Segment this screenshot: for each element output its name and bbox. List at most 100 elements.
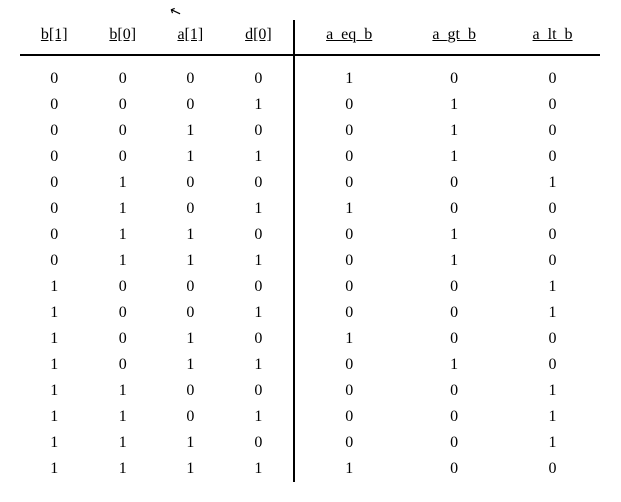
cell-output: 0 (403, 404, 505, 430)
col-header: a[1] (157, 20, 224, 55)
cell-output: 0 (403, 170, 505, 196)
cell-input: 1 (20, 274, 88, 300)
cell-output: 0 (505, 144, 600, 170)
cell-input: 1 (224, 144, 294, 170)
cell-output: 1 (294, 55, 403, 92)
cell-output: 0 (294, 222, 403, 248)
cell-output: 1 (294, 456, 403, 482)
cell-output: 1 (294, 326, 403, 352)
table-row: 0111010 (20, 248, 600, 274)
cell-output: 1 (403, 248, 505, 274)
cell-input: 1 (157, 222, 224, 248)
cell-input: 0 (88, 92, 156, 118)
col-header: a_eq_b (294, 20, 403, 55)
cell-input: 1 (88, 196, 156, 222)
cell-input: 1 (157, 144, 224, 170)
cell-output: 0 (294, 404, 403, 430)
cell-input: 1 (157, 248, 224, 274)
cell-output: 0 (505, 92, 600, 118)
cell-output: 1 (505, 378, 600, 404)
cell-input: 1 (157, 430, 224, 456)
cell-output: 0 (403, 300, 505, 326)
table-row: 0010010 (20, 118, 600, 144)
cell-output: 1 (403, 352, 505, 378)
cell-input: 0 (20, 144, 88, 170)
table-row: 0101100 (20, 196, 600, 222)
cell-input: 1 (157, 352, 224, 378)
cell-input: 0 (224, 326, 294, 352)
cell-output: 1 (403, 222, 505, 248)
cell-input: 0 (157, 196, 224, 222)
cell-output: 0 (294, 170, 403, 196)
cell-input: 0 (20, 248, 88, 274)
table-header-row: b[1] b[0] a[1] d[0] a_eq_b a_gt_b a_lt_b (20, 20, 600, 55)
table-row: 1010100 (20, 326, 600, 352)
cell-input: 1 (88, 430, 156, 456)
cell-input: 1 (20, 300, 88, 326)
cell-input: 1 (157, 326, 224, 352)
cell-input: 0 (224, 170, 294, 196)
cell-output: 0 (294, 300, 403, 326)
cell-input: 1 (20, 430, 88, 456)
cell-output: 0 (294, 352, 403, 378)
cell-output: 0 (505, 326, 600, 352)
cell-input: 1 (20, 378, 88, 404)
cell-input: 0 (224, 274, 294, 300)
table-row: 1101001 (20, 404, 600, 430)
cell-input: 0 (20, 118, 88, 144)
table-row: 1111100 (20, 456, 600, 482)
table-row: 1000001 (20, 274, 600, 300)
cell-output: 0 (505, 222, 600, 248)
table-row: 0110010 (20, 222, 600, 248)
cell-input: 1 (157, 118, 224, 144)
cell-output: 0 (403, 274, 505, 300)
cell-output: 0 (294, 118, 403, 144)
col-header: d[0] (224, 20, 294, 55)
cell-input: 0 (224, 118, 294, 144)
cell-output: 0 (403, 430, 505, 456)
cell-input: 1 (224, 456, 294, 482)
cell-output: 0 (403, 378, 505, 404)
cell-input: 1 (20, 456, 88, 482)
cell-input: 1 (88, 170, 156, 196)
cell-input: 0 (20, 196, 88, 222)
table-row: 1110001 (20, 430, 600, 456)
cell-input: 0 (157, 55, 224, 92)
table-row: 0011010 (20, 144, 600, 170)
cell-output: 1 (403, 92, 505, 118)
table-row: 1011010 (20, 352, 600, 378)
cell-output: 1 (505, 300, 600, 326)
cell-input: 1 (224, 300, 294, 326)
table-row: 0001010 (20, 92, 600, 118)
table-row: 0000100 (20, 55, 600, 92)
cell-input: 0 (88, 352, 156, 378)
cell-input: 0 (88, 300, 156, 326)
cell-input: 0 (157, 170, 224, 196)
cell-input: 1 (157, 456, 224, 482)
cell-input: 0 (224, 222, 294, 248)
cell-input: 1 (20, 352, 88, 378)
col-header: a_lt_b (505, 20, 600, 55)
cell-input: 0 (20, 222, 88, 248)
cell-output: 0 (403, 55, 505, 92)
cell-output: 1 (403, 144, 505, 170)
cell-output: 0 (505, 456, 600, 482)
cell-input: 0 (157, 274, 224, 300)
cell-output: 1 (294, 196, 403, 222)
cell-output: 0 (294, 430, 403, 456)
cell-output: 0 (505, 352, 600, 378)
cell-input: 0 (88, 274, 156, 300)
col-header: b[1] (20, 20, 88, 55)
col-header: a_gt_b (403, 20, 505, 55)
table-row: 1100001 (20, 378, 600, 404)
cell-input: 0 (20, 55, 88, 92)
cell-output: 0 (505, 118, 600, 144)
cell-input: 0 (88, 55, 156, 92)
cell-input: 1 (224, 196, 294, 222)
cell-output: 1 (505, 430, 600, 456)
cell-output: 0 (294, 274, 403, 300)
table-body: 0000100000101000100100011010010000101011… (20, 55, 600, 482)
table-row: 0100001 (20, 170, 600, 196)
cell-input: 1 (20, 404, 88, 430)
truth-table: b[1] b[0] a[1] d[0] a_eq_b a_gt_b a_lt_b… (20, 20, 600, 482)
